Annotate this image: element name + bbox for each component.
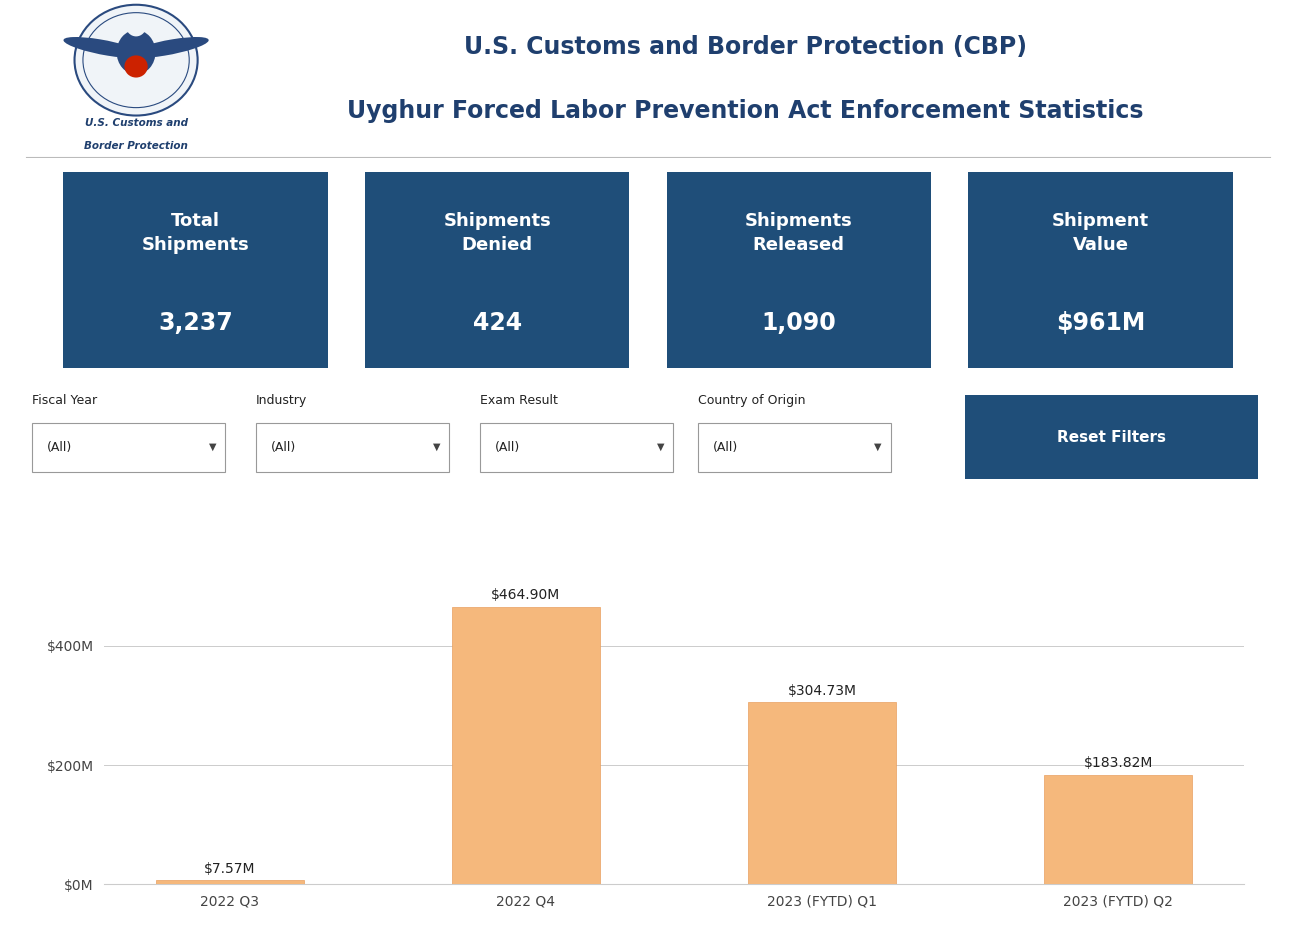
Text: Country of Origin: Country of Origin bbox=[697, 394, 805, 407]
Text: Total
Shipments: Total Shipments bbox=[141, 212, 249, 254]
Text: $183.82M: $183.82M bbox=[1083, 756, 1153, 770]
Text: $961M: $961M bbox=[1056, 311, 1146, 335]
Text: 1,090: 1,090 bbox=[762, 311, 836, 335]
Ellipse shape bbox=[117, 30, 156, 74]
Text: ▼: ▼ bbox=[875, 442, 881, 452]
Text: Border Protection: Border Protection bbox=[84, 141, 188, 151]
Text: ▼: ▼ bbox=[657, 442, 664, 452]
Text: (All): (All) bbox=[495, 440, 520, 453]
Text: U.S. Customs and: U.S. Customs and bbox=[84, 118, 188, 128]
FancyBboxPatch shape bbox=[666, 171, 931, 369]
Text: (All): (All) bbox=[713, 440, 737, 453]
Text: $7.57M: $7.57M bbox=[203, 862, 255, 876]
Text: 3,237: 3,237 bbox=[158, 311, 233, 335]
FancyBboxPatch shape bbox=[365, 171, 630, 369]
Bar bbox=[748, 703, 896, 884]
Text: Shipment
Value: Shipment Value bbox=[1052, 212, 1150, 254]
Text: (All): (All) bbox=[271, 440, 297, 453]
Ellipse shape bbox=[64, 37, 144, 58]
FancyBboxPatch shape bbox=[64, 171, 328, 369]
Text: Industry: Industry bbox=[257, 394, 307, 407]
FancyBboxPatch shape bbox=[968, 171, 1232, 369]
Text: Fiscal Year: Fiscal Year bbox=[32, 394, 97, 407]
Text: Reset Filters: Reset Filters bbox=[1058, 429, 1166, 444]
FancyBboxPatch shape bbox=[697, 423, 890, 472]
Text: $304.73M: $304.73M bbox=[788, 683, 857, 697]
Text: ▼: ▼ bbox=[433, 442, 441, 452]
Ellipse shape bbox=[74, 5, 197, 115]
Ellipse shape bbox=[124, 56, 148, 77]
Text: ▼: ▼ bbox=[209, 442, 216, 452]
Text: (All): (All) bbox=[47, 440, 73, 453]
Text: Shipments
Denied: Shipments Denied bbox=[443, 212, 551, 254]
Bar bbox=[452, 607, 600, 884]
Ellipse shape bbox=[126, 14, 146, 36]
Text: $464.90M: $464.90M bbox=[491, 588, 560, 602]
Text: Uyghur Forced Labor Prevention Act Enforcement Statistics: Uyghur Forced Labor Prevention Act Enfor… bbox=[347, 99, 1143, 123]
Text: 424: 424 bbox=[473, 311, 522, 335]
Text: Exam Result: Exam Result bbox=[480, 394, 557, 407]
Bar bbox=[1045, 775, 1192, 884]
Text: U.S. Customs and Border Protection (CBP): U.S. Customs and Border Protection (CBP) bbox=[464, 35, 1026, 60]
Text: Shipment Value (USD) by Quarter: Shipment Value (USD) by Quarter bbox=[450, 515, 846, 534]
FancyBboxPatch shape bbox=[32, 423, 226, 472]
Bar bbox=[156, 880, 303, 884]
FancyBboxPatch shape bbox=[257, 423, 448, 472]
FancyBboxPatch shape bbox=[480, 423, 673, 472]
Text: Shipments
Released: Shipments Released bbox=[745, 212, 853, 254]
Ellipse shape bbox=[128, 37, 209, 58]
FancyBboxPatch shape bbox=[966, 395, 1257, 479]
